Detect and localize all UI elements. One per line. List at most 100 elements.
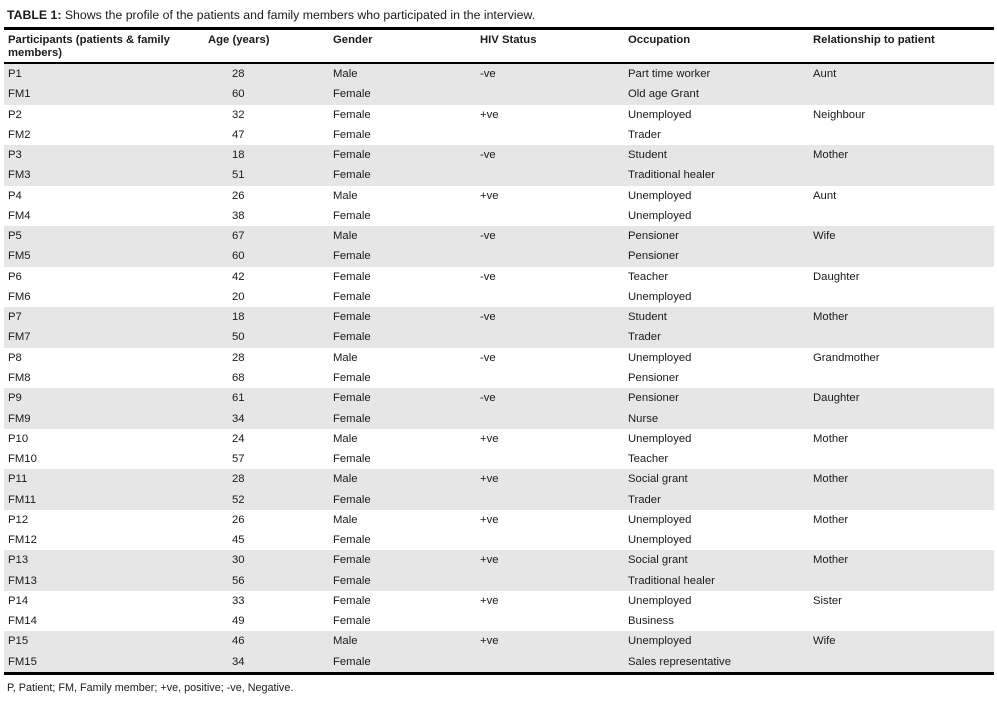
- cell-relationship: Daughter: [813, 392, 860, 405]
- cell-occupation: Part time worker: [628, 68, 711, 80]
- cell-relationship: Wife: [813, 635, 836, 648]
- table-row: FM1 60 Female Old age Grant: [4, 84, 994, 105]
- cell-age: 42: [232, 270, 245, 283]
- table-row: FM5 60 Female Pensioner: [4, 246, 994, 267]
- cell-occupation: Pensioner: [628, 250, 679, 263]
- cell-participant: P7: [8, 311, 22, 324]
- column-header-age: Age (years): [208, 34, 270, 46]
- cell-participant: P12: [8, 513, 29, 526]
- cell-gender: Female: [333, 250, 371, 263]
- table-row: P9 61 Female -ve Pensioner Daughter: [4, 388, 994, 409]
- cell-age: 67: [232, 230, 245, 243]
- cell-gender: Female: [333, 128, 371, 141]
- cell-age: 50: [232, 331, 245, 344]
- cell-occupation: Trader: [628, 331, 661, 344]
- cell-relationship: [809, 84, 994, 104]
- table-row: FM9 34 Female Nurse: [4, 408, 994, 429]
- cell-occupation: Trader: [628, 493, 661, 506]
- cell-occupation: Unemployed: [628, 189, 692, 202]
- cell-gender: Female: [333, 392, 371, 405]
- cell-age: 18: [232, 311, 245, 324]
- cell-occupation: Unemployed: [628, 108, 692, 121]
- table-row: P13 30 Female +ve Social grant Mother: [4, 550, 994, 571]
- cell-age: 61: [232, 392, 245, 405]
- cell-hiv: [476, 165, 624, 185]
- cell-gender: Female: [333, 554, 371, 567]
- cell-hiv: -ve: [480, 392, 496, 405]
- cell-participant: P4: [8, 189, 22, 202]
- cell-age: 30: [232, 554, 245, 567]
- table-caption-label: TABLE 1:: [7, 8, 62, 22]
- cell-occupation: Traditional healer: [628, 169, 715, 182]
- table-row: P8 28 Male -ve Unemployed Grandmother: [4, 347, 994, 368]
- cell-gender: Female: [333, 534, 371, 547]
- table-row: P1 28 Male -ve Part time worker Aunt: [4, 64, 994, 85]
- cell-gender: Female: [333, 209, 371, 222]
- cell-hiv: +ve: [480, 554, 499, 567]
- cell-occupation: Unemployed: [628, 534, 692, 547]
- cell-hiv: -ve: [480, 311, 496, 324]
- cell-age: 51: [232, 169, 245, 182]
- cell-occupation: Student: [628, 149, 667, 162]
- cell-relationship: Grandmother: [813, 351, 880, 364]
- table-row: FM7 50 Female Trader: [4, 327, 994, 348]
- cell-age: 45: [232, 534, 245, 547]
- cell-relationship: [809, 530, 994, 550]
- cell-age: 18: [232, 149, 245, 162]
- cell-participant: P3: [8, 149, 22, 162]
- cell-age: 60: [232, 88, 245, 101]
- cell-gender: Male: [333, 635, 358, 648]
- table-row: P5 67 Male -ve Pensioner Wife: [4, 226, 994, 247]
- table-row: FM12 45 Female Unemployed: [4, 530, 994, 551]
- table-row: P12 26 Male +ve Unemployed Mother: [4, 509, 994, 531]
- cell-participant: FM2: [8, 128, 31, 141]
- cell-participant: FM11: [8, 493, 37, 506]
- cell-hiv: [476, 84, 624, 104]
- table-row: P11 28 Male +ve Social grant Mother: [4, 469, 994, 490]
- cell-relationship: [809, 652, 994, 672]
- cell-gender: Male: [333, 351, 358, 364]
- cell-relationship: [809, 409, 994, 429]
- cell-gender: Female: [333, 108, 371, 121]
- cell-hiv: [476, 571, 624, 591]
- table-row: P15 46 Male +ve Unemployed Wife: [4, 631, 994, 652]
- cell-occupation: Old age Grant: [628, 88, 699, 101]
- table-row: FM13 56 Female Traditional healer: [4, 570, 994, 591]
- cell-occupation: Unemployed: [628, 432, 692, 445]
- cell-relationship: [809, 287, 994, 307]
- cell-gender: Male: [333, 432, 358, 445]
- table-row: P14 33 Female +ve Unemployed Sister: [4, 590, 994, 612]
- table-row: FM11 52 Female Trader: [4, 489, 994, 510]
- cell-hiv: -ve: [480, 230, 496, 243]
- cell-hiv: -ve: [480, 351, 496, 364]
- cell-relationship: [809, 611, 994, 631]
- cell-age: 33: [232, 594, 245, 607]
- cell-age: 49: [232, 615, 245, 628]
- cell-gender: Male: [333, 230, 358, 243]
- cell-participant: P8: [8, 351, 22, 364]
- cell-hiv: +ve: [480, 108, 499, 121]
- cell-participant: P2: [8, 108, 22, 121]
- cell-occupation: Nurse: [628, 412, 659, 425]
- cell-occupation: Traditional healer: [628, 574, 715, 587]
- participants-table: Participants (patients & family members)…: [4, 27, 994, 675]
- table-row: P3 18 Female -ve Student Mother: [4, 145, 994, 166]
- cell-participant: P5: [8, 230, 22, 243]
- cell-relationship: Mother: [813, 554, 849, 567]
- cell-occupation: Unemployed: [628, 351, 692, 364]
- cell-occupation: Unemployed: [628, 635, 692, 648]
- cell-age: 34: [232, 412, 245, 425]
- cell-relationship: Daughter: [813, 270, 860, 283]
- cell-gender: Female: [333, 290, 371, 303]
- cell-relationship: [809, 165, 994, 185]
- cell-hiv: +ve: [480, 594, 499, 607]
- cell-gender: Female: [333, 169, 371, 182]
- cell-hiv: [476, 530, 624, 550]
- cell-hiv: [476, 449, 624, 469]
- column-header-gender: Gender: [333, 34, 373, 46]
- cell-gender: Male: [333, 189, 358, 202]
- cell-occupation: Social grant: [628, 473, 688, 486]
- cell-hiv: [476, 327, 624, 347]
- cell-age: 46: [232, 635, 245, 648]
- cell-gender: Female: [333, 594, 371, 607]
